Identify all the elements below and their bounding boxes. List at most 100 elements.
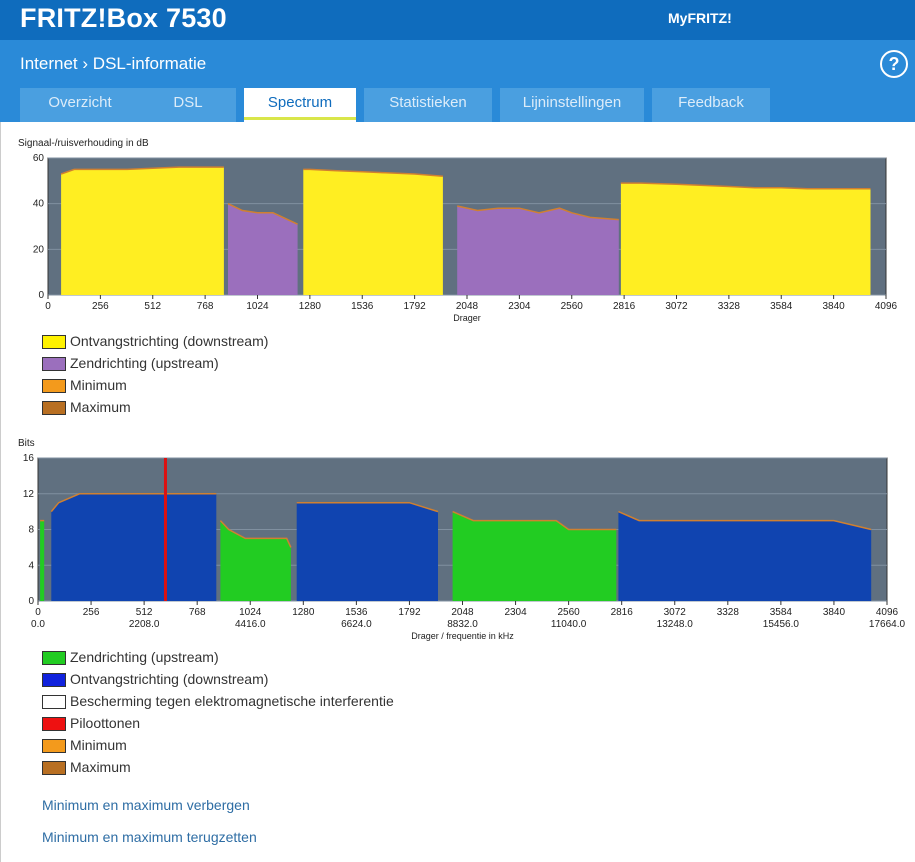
- x-tick-label: 2560: [558, 607, 581, 618]
- help-icon[interactable]: ?: [880, 50, 908, 78]
- x-tick-label: 2816: [613, 301, 636, 312]
- x-tick-label: 1536: [351, 301, 374, 312]
- tab-statistieken[interactable]: Statistieken: [364, 88, 492, 122]
- series-area: [296, 502, 438, 601]
- x-tick-label: 3840: [823, 301, 846, 312]
- legend-label: Minimum: [70, 377, 127, 393]
- x-tick-label: 1792: [404, 301, 427, 312]
- series-area: [220, 520, 291, 601]
- legend-swatch: [42, 357, 66, 371]
- x-tick-label: 256: [92, 301, 109, 312]
- series-line: [452, 510, 617, 531]
- series-line: [618, 510, 872, 531]
- x-tick-label: 3072: [665, 301, 688, 312]
- x-tick-label: 4096: [875, 301, 898, 312]
- x-tick-label: 3072: [664, 607, 687, 618]
- legend-label: Bescherming tegen elektromagnetische int…: [70, 693, 394, 709]
- bits-chart-title: Bits: [18, 438, 35, 449]
- series-area: [620, 183, 871, 295]
- series-line: [60, 166, 224, 175]
- x-tick-label: 2816: [611, 607, 634, 618]
- series-area: [228, 203, 298, 295]
- freq-tick-label: 17664.0: [869, 619, 906, 630]
- x-tick-label: 2304: [504, 607, 527, 618]
- series-line: [296, 501, 439, 513]
- snr-chart: 0 20 40 60 0 256 512 768 1024 1280 1536 1792 2048 230…: [33, 153, 898, 323]
- y-tick-label: 16: [23, 453, 35, 464]
- series-area: [452, 511, 617, 601]
- myfritz-link[interactable]: MyFRITZ!: [668, 10, 732, 26]
- legend-swatch: [42, 739, 66, 753]
- pilot-tone-bar: [163, 458, 167, 601]
- series-line: [303, 168, 443, 178]
- freq-tick-label: 0.0: [31, 619, 45, 630]
- snr-chart-title: Signaal-/ruisverhouding in dB: [18, 138, 149, 149]
- legend-label: Maximum: [70, 399, 131, 415]
- series-line: [227, 203, 298, 225]
- legend-swatch: [42, 379, 66, 393]
- x-tick-label: 768: [197, 301, 214, 312]
- reset-minmax-link[interactable]: Minimum en maximum terugzetten: [42, 829, 257, 845]
- tab-overzicht[interactable]: Overzicht: [20, 88, 140, 122]
- brand-title: FRITZ!Box 7530: [20, 3, 227, 33]
- breadcrumb-section[interactable]: Internet: [20, 54, 78, 73]
- legend-label: Ontvangstrichting (downstream): [70, 671, 269, 687]
- series-area: [40, 520, 45, 601]
- x-tick-label: 4096: [876, 607, 899, 618]
- x-tick-label: 512: [136, 607, 153, 618]
- legend-label: Zendrichting (upstream): [70, 355, 219, 371]
- tab-feedback[interactable]: Feedback: [652, 88, 770, 122]
- y-tick-label: 40: [33, 199, 45, 210]
- x-tick-label: 512: [144, 301, 161, 312]
- breadcrumb: Internet › DSL-informatie: [20, 54, 206, 74]
- series-line: [50, 493, 217, 513]
- x-tick-label: 3328: [717, 607, 740, 618]
- series-area: [51, 493, 217, 601]
- series-area: [61, 167, 224, 295]
- bits-chart: 0 4 8 12 16 0 256 512 768 1024 1280 1536 1792 2048 230…: [23, 453, 906, 641]
- legend-label: Minimum: [70, 737, 127, 753]
- freq-tick-label: 8832.0: [447, 619, 478, 630]
- y-tick-label: 0: [38, 290, 44, 301]
- legend-swatch: [42, 335, 66, 349]
- x-tick-label: 3584: [770, 301, 793, 312]
- x-tick-label: 1024: [246, 301, 269, 312]
- x-tick-label: 0: [35, 607, 41, 618]
- x-tick-label: 2048: [456, 301, 479, 312]
- series-area: [618, 511, 872, 601]
- y-tick-label: 8: [28, 525, 34, 536]
- x-axis-label: Drager: [453, 313, 481, 323]
- breadcrumb-page: DSL-informatie: [92, 54, 207, 73]
- legend-swatch: [42, 673, 66, 687]
- y-tick-label: 20: [33, 244, 45, 255]
- tab-dsl[interactable]: DSL: [140, 88, 236, 122]
- x-tick-label: 3840: [823, 607, 846, 618]
- y-tick-label: 4: [28, 560, 34, 571]
- series-line: [219, 520, 292, 548]
- x-tick-label: 2304: [508, 301, 531, 312]
- series-line: [457, 205, 619, 221]
- legend-swatch: [42, 651, 66, 665]
- x-tick-label: 1280: [299, 301, 322, 312]
- hide-minmax-link[interactable]: Minimum en maximum verbergen: [42, 797, 250, 813]
- x-tick-label: 768: [189, 607, 206, 618]
- series-area: [303, 169, 443, 295]
- content-border: [0, 122, 1, 862]
- x-tick-label: 0: [45, 301, 51, 312]
- freq-tick-label: 15456.0: [763, 619, 800, 630]
- freq-tick-label: 2208.0: [129, 619, 160, 630]
- freq-tick-label: 4416.0: [235, 619, 266, 630]
- x-axis-label: Drager / frequentie in kHz: [411, 631, 514, 641]
- freq-tick-label: 6624.0: [341, 619, 372, 630]
- legend-swatch: [42, 401, 66, 415]
- x-tick-label: 1024: [239, 607, 262, 618]
- series-area: [457, 206, 619, 295]
- sub-header: Internet › DSL-informatie ? Overzicht DS…: [0, 40, 915, 122]
- series-line: [620, 182, 871, 190]
- tab-spectrum[interactable]: Spectrum: [244, 88, 356, 122]
- x-tick-label: 3328: [718, 301, 741, 312]
- legend-label: Piloottonen: [70, 715, 141, 731]
- breadcrumb-separator-icon: ›: [82, 54, 89, 73]
- tab-lijninstellingen[interactable]: Lijninstellingen: [500, 88, 644, 122]
- legend-label: Zendrichting (upstream): [70, 649, 219, 665]
